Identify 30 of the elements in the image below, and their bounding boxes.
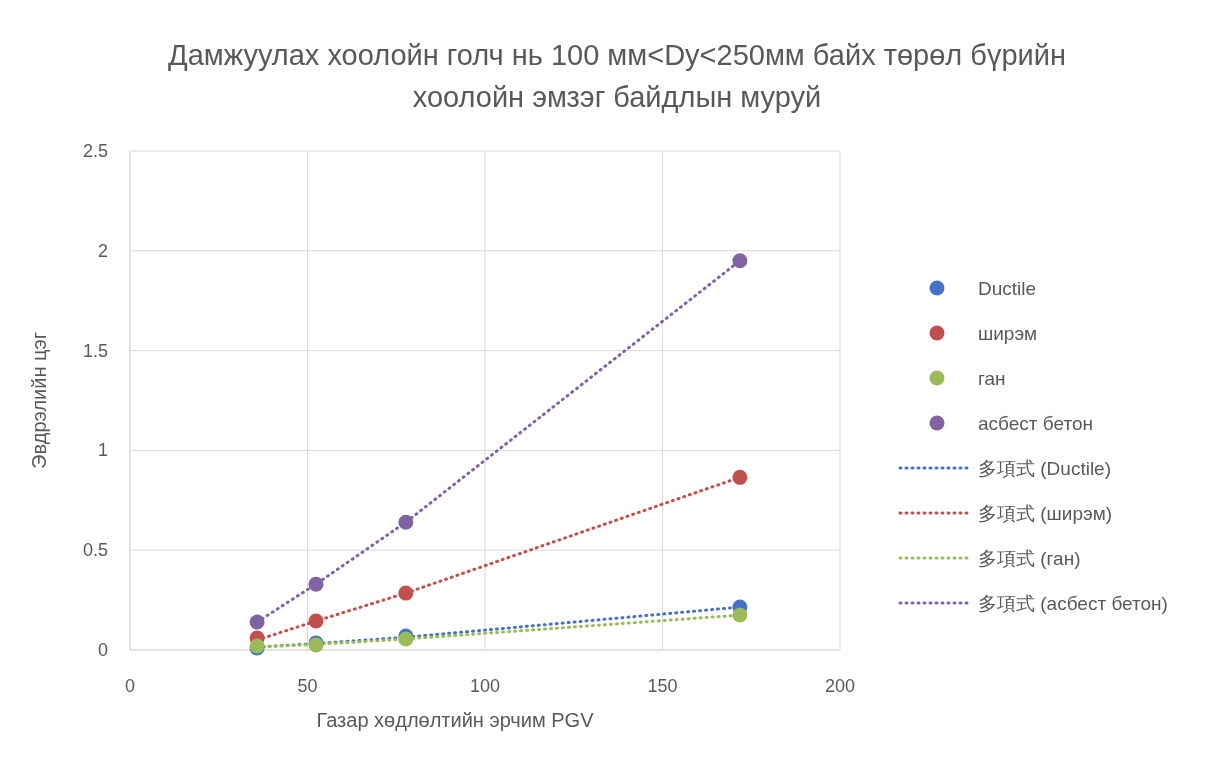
y-tick-label: 0	[97, 640, 108, 660]
y-tick-label: 2.5	[82, 141, 108, 161]
x-axis-title: Газар хөдлөлтийн эрчим PGV	[316, 709, 595, 731]
y-tick-label: 0.5	[82, 540, 108, 561]
x-tick-label: 150	[647, 676, 678, 696]
y-tick-label: 1.5	[82, 340, 108, 361]
point	[398, 585, 414, 601]
legend-label: ширэм	[978, 323, 1038, 344]
legend-label: Ductile	[978, 278, 1037, 299]
x-tick-label: 0	[124, 676, 136, 696]
legend-label: 多項式 (ширэм)	[978, 503, 1113, 524]
y-axis-title: Эвдрэлийн цэг	[28, 332, 50, 469]
x-tick-label: 200	[824, 676, 856, 696]
legend-label: 多項式 (Ductile)	[978, 458, 1112, 479]
point	[398, 514, 414, 530]
legend-label: асбест бетон	[978, 413, 1093, 434]
point	[308, 576, 324, 592]
point	[308, 613, 324, 629]
legend-label: 多項式 (ган)	[978, 548, 1081, 569]
legend-label: ган	[978, 368, 1006, 389]
point	[732, 253, 748, 269]
legend-label: 多項式 (асбест бетон)	[978, 593, 1168, 614]
chart-title: Дамжуулах хоолойн голч нь 100 мм<Dy<250мм байх төрөл бүрийн хоолойн эмзэг байдлын муруй	[168, 39, 1066, 113]
y-tick-label: 1	[97, 440, 108, 461]
point	[732, 607, 748, 623]
x-tick-label: 100	[469, 676, 501, 696]
x-tick-label: 50	[297, 676, 318, 696]
point	[249, 614, 265, 630]
point	[732, 469, 748, 485]
y-tick-label: 2	[97, 240, 108, 261]
